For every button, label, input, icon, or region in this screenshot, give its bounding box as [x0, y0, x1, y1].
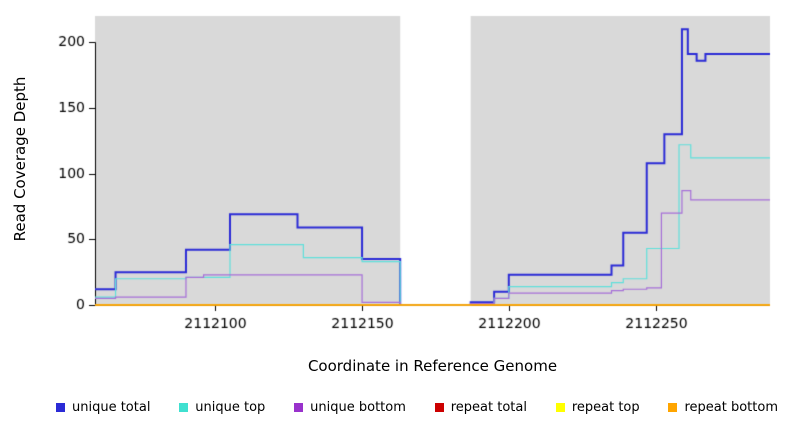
legend-swatch-repeat-bottom-icon [668, 403, 678, 412]
legend-swatch-repeat-top-icon [555, 403, 565, 412]
x-axis-title: Coordinate in Reference Genome [307, 357, 558, 375]
legend-label: unique bottom [310, 400, 406, 415]
legend-item-unique-bottom: unique bottom [294, 400, 406, 415]
chart-legend: unique total unique top unique bottom re… [0, 400, 792, 415]
legend-swatch-unique-total-icon [56, 403, 65, 412]
legend-swatch-unique-bottom-icon [294, 403, 304, 412]
legend-label: repeat top [571, 400, 640, 415]
legend-item-unique-top: unique top [179, 400, 265, 415]
legend-item-repeat-total: repeat total [434, 400, 527, 415]
legend-label: unique total [72, 400, 151, 415]
legend-label: repeat total [450, 400, 527, 415]
legend-swatch-unique-top-icon [179, 403, 189, 412]
legend-item-repeat-bottom: repeat bottom [668, 400, 778, 415]
legend-label: unique top [195, 400, 266, 415]
y-axis-title: Read Coverage Depth [11, 76, 29, 242]
legend-swatch-repeat-total-icon [434, 403, 444, 412]
legend-label: repeat bottom [684, 400, 778, 415]
legend-item-unique-total: unique total [56, 400, 150, 415]
legend-item-repeat-top: repeat top [555, 400, 640, 415]
